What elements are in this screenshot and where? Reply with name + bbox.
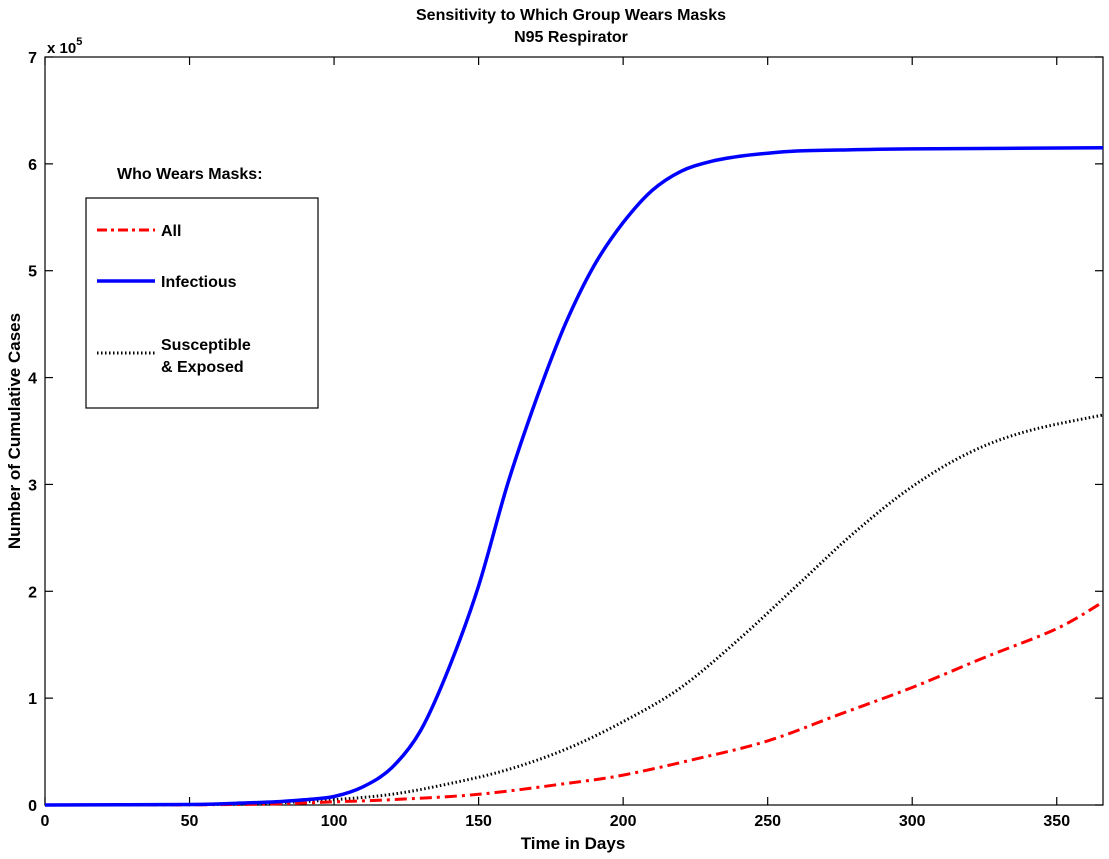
y-tick-label: 3: [28, 477, 37, 494]
x-axis-label: Time in Days: [521, 834, 626, 853]
series-line-susceptible-exposed: [45, 415, 1103, 805]
x-tick-label: 200: [610, 813, 637, 830]
legend-label-susceptible-line1: Susceptible: [161, 337, 251, 354]
x-tick-label: 300: [899, 813, 926, 830]
y-tick-label: 4: [28, 371, 37, 388]
y-tick-label: 5: [28, 264, 37, 281]
chart-title: Sensitivity to Which Group Wears Masks: [416, 7, 726, 24]
y-axis-ticks: 0 1 2 3 4 5 6 7: [28, 50, 1103, 815]
series-line-all: [45, 602, 1103, 805]
legend-label-susceptible-line2: & Exposed: [161, 359, 244, 376]
x-tick-label: 350: [1043, 813, 1070, 830]
legend-title: Who Wears Masks:: [117, 166, 263, 183]
y-exponent-base: x 10: [47, 40, 76, 57]
y-axis-label: Number of Cumulative Cases: [5, 313, 24, 549]
x-tick-label: 100: [321, 813, 348, 830]
x-tick-label: 50: [181, 813, 199, 830]
legend-label-infectious: Infectious: [161, 274, 237, 291]
y-tick-label: 1: [28, 691, 37, 708]
chart-subtitle: N95 Respirator: [514, 29, 628, 46]
y-exponent-power: 5: [76, 36, 82, 48]
x-tick-label: 250: [754, 813, 781, 830]
x-tick-label: 150: [465, 813, 492, 830]
y-tick-label: 7: [28, 50, 37, 67]
y-tick-label: 6: [28, 157, 37, 174]
legend-label-all: All: [161, 223, 181, 240]
y-tick-label: 2: [28, 584, 37, 601]
y-tick-label: 0: [28, 798, 37, 815]
x-tick-label: 0: [41, 813, 50, 830]
legend: Who Wears Masks: All Infectious Suscepti…: [86, 166, 318, 408]
y-exponent-label: x 105: [47, 36, 82, 57]
